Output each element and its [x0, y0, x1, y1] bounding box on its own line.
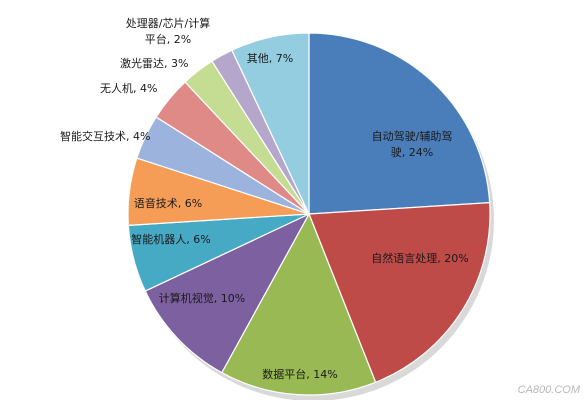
pie-slice-0 [308, 32, 491, 215]
slice-label-3: 计算机视觉, 10% [159, 291, 245, 305]
slice-label-10: 其他, 7% [247, 52, 293, 65]
slice-label-5: 语音技术, 6% [134, 196, 202, 210]
slice-label-6: 智能交互技术, 4% [60, 129, 150, 143]
watermark: CA800.COM [517, 384, 580, 396]
pie-slice-2 [220, 212, 377, 396]
slice-label-0: 自动驾驶/辅助驾驶, 24% [372, 129, 453, 159]
slice-label-2: 数据平台, 14% [262, 367, 337, 381]
slice-label-7: 无人机, 4% [100, 81, 157, 95]
slice-label-1: 自然语言处理, 20% [371, 251, 468, 265]
pie-slice-3 [144, 212, 311, 374]
pie-slice-1 [308, 201, 491, 384]
pie-slice-10 [231, 32, 310, 215]
slice-label-9: 处理器/芯片/计算平台, 2% [126, 16, 210, 46]
slice-label-4: 智能机器人, 6% [131, 232, 210, 246]
slice-label-8: 激光雷达, 3% [120, 56, 188, 70]
